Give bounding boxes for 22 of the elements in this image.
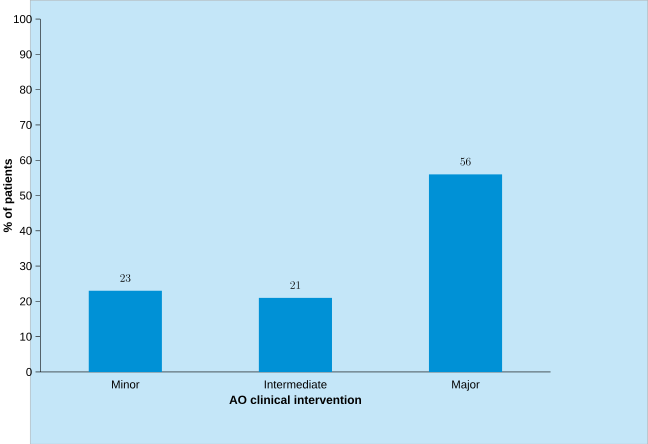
y-tick-label: 30 (20, 262, 32, 270)
x-axis-title: AO clinical intervention (229, 395, 362, 404)
y-tick-label: 60 (20, 156, 32, 164)
x-tick-label: Intermediate (264, 380, 327, 388)
data-label: 21 (290, 280, 300, 289)
y-tick-label: 40 (20, 226, 32, 235)
bar (428, 174, 502, 372)
x-tick-label: Major (452, 380, 480, 391)
data-label: 23 (120, 274, 130, 282)
x-tick-label: Minor (112, 380, 140, 388)
bar (258, 298, 332, 372)
y-tick-label: 10 (20, 332, 32, 340)
y-tick-label: 0 (26, 368, 32, 376)
y-tick-label: 90 (20, 50, 32, 58)
y-axis-title: % of patients (3, 158, 14, 232)
y-tick-label: 20 (20, 297, 32, 306)
data-label: 56 (460, 157, 471, 166)
y-tick-label: 100 (14, 14, 32, 23)
bar (88, 290, 162, 372)
y-tick-label: 50 (20, 191, 32, 200)
y-tick-label: 70 (20, 120, 32, 129)
y-tick-label: 80 (20, 85, 32, 94)
